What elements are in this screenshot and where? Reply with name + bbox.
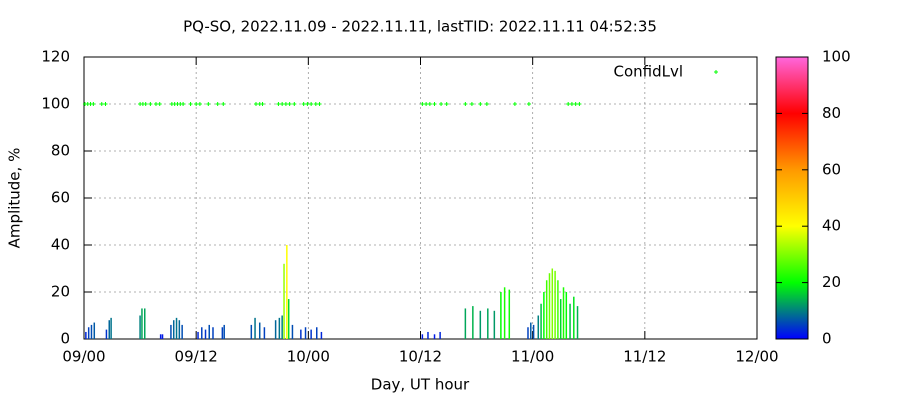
confidence-point [206, 102, 211, 106]
confidence-point [432, 102, 437, 106]
confidence-point [91, 102, 96, 106]
x-axis-label: Day, UT hour [371, 376, 470, 394]
colorbar-tick-label: 40 [822, 217, 841, 235]
confidence-point [215, 102, 220, 106]
confidence-point [526, 102, 531, 106]
y-tick-label: 80 [51, 142, 70, 160]
confidence-point [424, 102, 429, 106]
confidence-point [287, 102, 292, 106]
chart-title: PQ-SO, 2022.11.09 - 2022.11.11, lastTID:… [183, 18, 657, 36]
confidence-point [276, 102, 281, 106]
y-tick-label: 20 [51, 283, 70, 301]
confidence-point [484, 102, 489, 106]
y-tick-label: 100 [41, 95, 70, 113]
colorbar [775, 56, 809, 340]
x-tick-label: 11/00 [511, 348, 554, 366]
colorbar-tick-label: 100 [822, 48, 851, 66]
confidence-point [221, 102, 226, 106]
confidence-point [194, 102, 199, 106]
x-tick-label: 09/12 [175, 348, 218, 366]
confidence-point [420, 102, 425, 106]
confidence-point [427, 102, 432, 106]
confidence-point [253, 102, 258, 106]
x-tick-label: 10/00 [287, 348, 330, 366]
legend-marker [714, 70, 718, 74]
confidence-point [301, 102, 306, 106]
confidence-point [566, 102, 571, 106]
confidence-point [280, 102, 285, 106]
confidence-point [305, 102, 310, 106]
x-tick-label: 12/00 [735, 348, 778, 366]
colorbar-tick-label: 20 [822, 273, 841, 291]
confidence-point [260, 102, 265, 106]
confidence-point [463, 102, 468, 106]
confidence-point [469, 102, 474, 106]
y-tick-label: 0 [60, 330, 70, 348]
confidence-point [148, 102, 153, 106]
legend-label: ConfidLvl [613, 63, 683, 81]
confidence-point [309, 102, 314, 106]
confidence-point [188, 102, 193, 106]
confidence-point [313, 102, 318, 106]
confidence-point [99, 102, 104, 106]
confidence-point [577, 102, 582, 106]
confidence-point [143, 102, 148, 106]
y-tick-label: 60 [51, 189, 70, 207]
confidence-point [478, 102, 483, 106]
x-tick-label: 09/00 [62, 348, 105, 366]
confidence-point [317, 102, 322, 106]
confidence-point [512, 102, 517, 106]
confidence-point [197, 102, 202, 106]
y-tick-label: 40 [51, 236, 70, 254]
x-tick-label: 11/12 [623, 348, 666, 366]
colorbar-tick-label: 0 [822, 330, 832, 348]
confidence-point [181, 102, 186, 106]
confidence-point [292, 102, 297, 106]
colorbar-tick-label: 80 [822, 104, 841, 122]
y-tick-label: 120 [41, 48, 70, 66]
confidence-point [103, 102, 108, 106]
colorbar-tick-label: 60 [822, 160, 841, 178]
confidence-point [283, 102, 288, 106]
confidence-point [573, 102, 578, 106]
confidence-point [444, 102, 449, 106]
y-axis-label: Amplitude, % [6, 148, 24, 249]
x-tick-label: 10/12 [399, 348, 442, 366]
confidence-point [569, 102, 574, 106]
confidence-point [439, 102, 444, 106]
confidence-point [153, 102, 158, 106]
confidence-point [157, 102, 162, 106]
